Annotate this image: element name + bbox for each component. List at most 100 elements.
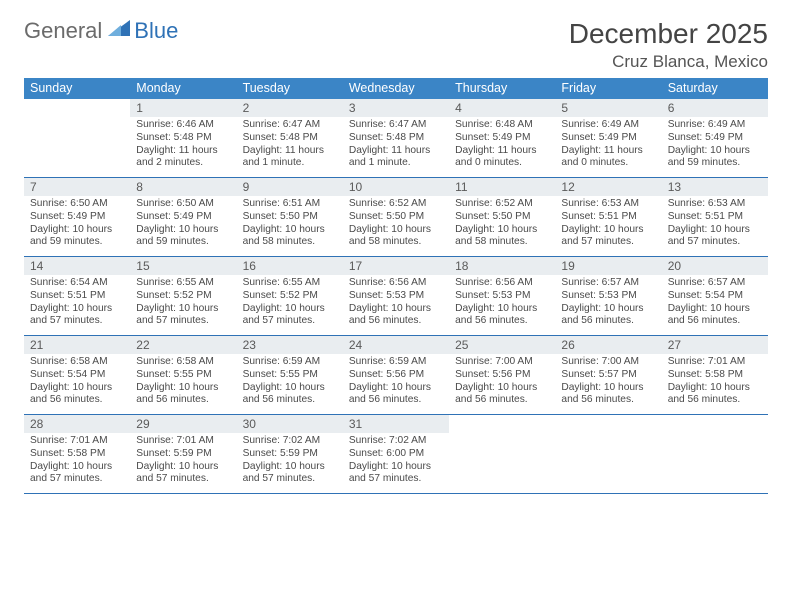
sunset-line: Sunset: 5:48 PM [243,132,337,145]
calendar-day-cell: 25Sunrise: 7:00 AMSunset: 5:56 PMDayligh… [449,336,555,414]
day-number: 24 [343,336,449,354]
daylight-line: Daylight: 10 hours and 56 minutes. [561,382,655,408]
daylight-line: Daylight: 10 hours and 56 minutes. [668,382,762,408]
calendar-day-cell: 2Sunrise: 6:47 AMSunset: 5:48 PMDaylight… [237,99,343,177]
day-number: 5 [555,99,661,117]
sunset-line: Sunset: 5:48 PM [349,132,443,145]
sunrise-line: Sunrise: 7:00 AM [561,356,655,369]
calendar-day-cell: 10Sunrise: 6:52 AMSunset: 5:50 PMDayligh… [343,178,449,256]
sunset-line: Sunset: 5:59 PM [243,448,337,461]
day-body: Sunrise: 6:51 AMSunset: 5:50 PMDaylight:… [237,196,343,249]
day-body: Sunrise: 6:53 AMSunset: 5:51 PMDaylight:… [662,196,768,249]
day-body: Sunrise: 6:59 AMSunset: 5:56 PMDaylight:… [343,354,449,407]
sunrise-line: Sunrise: 6:57 AM [561,277,655,290]
daylight-line: Daylight: 10 hours and 56 minutes. [136,382,230,408]
day-body: Sunrise: 6:59 AMSunset: 5:55 PMDaylight:… [237,354,343,407]
day-body: Sunrise: 6:49 AMSunset: 5:49 PMDaylight:… [555,117,661,170]
day-number: 29 [130,415,236,433]
daylight-line: Daylight: 10 hours and 57 minutes. [30,303,124,329]
sunrise-line: Sunrise: 6:55 AM [243,277,337,290]
calendar-day-cell: 8Sunrise: 6:50 AMSunset: 5:49 PMDaylight… [130,178,236,256]
daylight-line: Daylight: 10 hours and 57 minutes. [668,224,762,250]
day-body: Sunrise: 6:48 AMSunset: 5:49 PMDaylight:… [449,117,555,170]
weekday-header-cell: Tuesday [237,78,343,99]
day-body: Sunrise: 6:49 AMSunset: 5:49 PMDaylight:… [662,117,768,170]
day-body: Sunrise: 6:50 AMSunset: 5:49 PMDaylight:… [130,196,236,249]
daylight-line: Daylight: 10 hours and 58 minutes. [243,224,337,250]
day-number: 18 [449,257,555,275]
day-body: Sunrise: 7:01 AMSunset: 5:59 PMDaylight:… [130,433,236,486]
sunrise-line: Sunrise: 6:58 AM [30,356,124,369]
day-body: Sunrise: 6:55 AMSunset: 5:52 PMDaylight:… [130,275,236,328]
daylight-line: Daylight: 11 hours and 2 minutes. [136,145,230,171]
sunset-line: Sunset: 5:51 PM [30,290,124,303]
day-body: Sunrise: 6:58 AMSunset: 5:55 PMDaylight:… [130,354,236,407]
day-body: Sunrise: 7:02 AMSunset: 5:59 PMDaylight:… [237,433,343,486]
daylight-line: Daylight: 10 hours and 57 minutes. [243,303,337,329]
weekday-header-row: SundayMondayTuesdayWednesdayThursdayFrid… [24,78,768,99]
month-title: December 2025 [569,18,768,50]
calendar-day-cell: 9Sunrise: 6:51 AMSunset: 5:50 PMDaylight… [237,178,343,256]
day-number: 3 [343,99,449,117]
calendar: SundayMondayTuesdayWednesdayThursdayFrid… [24,78,768,494]
calendar-day-cell: 24Sunrise: 6:59 AMSunset: 5:56 PMDayligh… [343,336,449,414]
day-number: 2 [237,99,343,117]
sunset-line: Sunset: 5:48 PM [136,132,230,145]
daylight-line: Daylight: 10 hours and 56 minutes. [349,382,443,408]
day-number: 20 [662,257,768,275]
daylight-line: Daylight: 10 hours and 56 minutes. [561,303,655,329]
calendar-day-cell: 23Sunrise: 6:59 AMSunset: 5:55 PMDayligh… [237,336,343,414]
day-number: 26 [555,336,661,354]
weekday-header-cell: Monday [130,78,236,99]
calendar-day-cell: 20Sunrise: 6:57 AMSunset: 5:54 PMDayligh… [662,257,768,335]
day-body: Sunrise: 6:50 AMSunset: 5:49 PMDaylight:… [24,196,130,249]
sunrise-line: Sunrise: 7:01 AM [668,356,762,369]
daylight-line: Daylight: 10 hours and 56 minutes. [349,303,443,329]
daylight-line: Daylight: 11 hours and 1 minute. [349,145,443,171]
calendar-day-cell: 0 [24,99,130,177]
daylight-line: Daylight: 10 hours and 59 minutes. [668,145,762,171]
sunset-line: Sunset: 5:55 PM [243,369,337,382]
sunrise-line: Sunrise: 7:01 AM [30,435,124,448]
calendar-week-row: 7Sunrise: 6:50 AMSunset: 5:49 PMDaylight… [24,178,768,257]
sunrise-line: Sunrise: 6:52 AM [349,198,443,211]
logo-text-blue: Blue [134,18,178,44]
sunrise-line: Sunrise: 6:53 AM [561,198,655,211]
day-number: 8 [130,178,236,196]
sunrise-line: Sunrise: 6:56 AM [349,277,443,290]
sunset-line: Sunset: 5:51 PM [668,211,762,224]
sunrise-line: Sunrise: 6:49 AM [668,119,762,132]
sunset-line: Sunset: 5:57 PM [561,369,655,382]
day-body: Sunrise: 6:58 AMSunset: 5:54 PMDaylight:… [24,354,130,407]
day-body: Sunrise: 6:47 AMSunset: 5:48 PMDaylight:… [343,117,449,170]
day-body: Sunrise: 6:52 AMSunset: 5:50 PMDaylight:… [449,196,555,249]
day-body: Sunrise: 7:01 AMSunset: 5:58 PMDaylight:… [24,433,130,486]
daylight-line: Daylight: 10 hours and 56 minutes. [668,303,762,329]
sunset-line: Sunset: 5:58 PM [30,448,124,461]
calendar-day-cell: 3Sunrise: 6:47 AMSunset: 5:48 PMDaylight… [343,99,449,177]
sunrise-line: Sunrise: 7:00 AM [455,356,549,369]
sunrise-line: Sunrise: 6:54 AM [30,277,124,290]
daylight-line: Daylight: 10 hours and 58 minutes. [349,224,443,250]
day-body: Sunrise: 6:52 AMSunset: 5:50 PMDaylight:… [343,196,449,249]
sunset-line: Sunset: 5:50 PM [349,211,443,224]
weekday-header-cell: Friday [555,78,661,99]
calendar-week-row: 01Sunrise: 6:46 AMSunset: 5:48 PMDayligh… [24,99,768,178]
daylight-line: Daylight: 11 hours and 0 minutes. [561,145,655,171]
day-body: Sunrise: 6:56 AMSunset: 5:53 PMDaylight:… [343,275,449,328]
calendar-day-cell: 7Sunrise: 6:50 AMSunset: 5:49 PMDaylight… [24,178,130,256]
day-number: 9 [237,178,343,196]
calendar-day-cell: 15Sunrise: 6:55 AMSunset: 5:52 PMDayligh… [130,257,236,335]
calendar-day-cell: 31Sunrise: 7:02 AMSunset: 6:00 PMDayligh… [343,415,449,493]
sunrise-line: Sunrise: 7:01 AM [136,435,230,448]
headings: December 2025 Cruz Blanca, Mexico [569,18,768,72]
day-number: 1 [130,99,236,117]
calendar-day-cell: 1Sunrise: 6:46 AMSunset: 5:48 PMDaylight… [130,99,236,177]
calendar-day-cell: 21Sunrise: 6:58 AMSunset: 5:54 PMDayligh… [24,336,130,414]
day-number: 22 [130,336,236,354]
weekday-header-cell: Saturday [662,78,768,99]
sunset-line: Sunset: 5:54 PM [668,290,762,303]
logo-sail-icon [106,18,132,44]
sunset-line: Sunset: 5:52 PM [136,290,230,303]
sunrise-line: Sunrise: 7:02 AM [243,435,337,448]
